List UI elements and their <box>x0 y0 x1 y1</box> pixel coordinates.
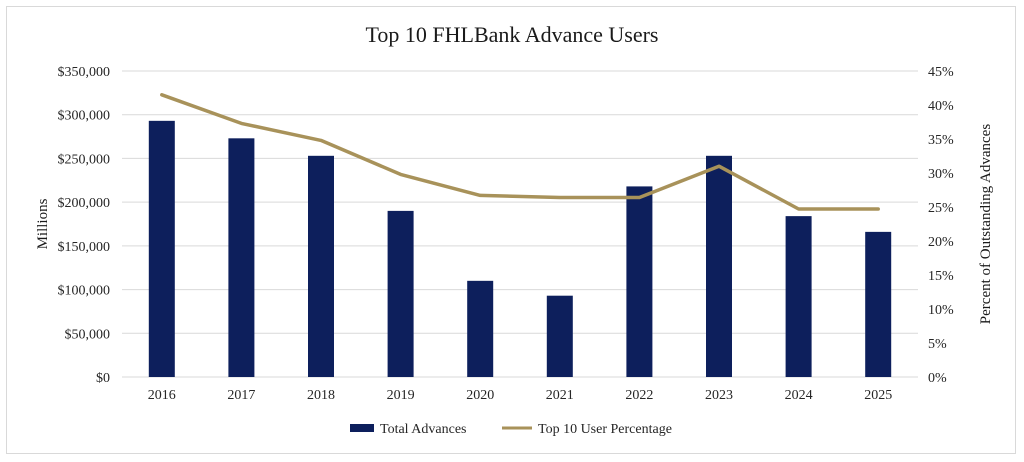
y-tick-label: $350,000 <box>58 65 111 80</box>
y2-tick-label: 45% <box>928 65 954 80</box>
y-tick-label: $50,000 <box>65 327 111 342</box>
legend: Total Advances Top 10 User Percentage <box>350 422 672 437</box>
y2-tick-label: 15% <box>928 269 954 284</box>
y-tick-label: $150,000 <box>58 240 111 255</box>
bar-series <box>148 120 892 377</box>
legend-swatch-total-advances <box>350 424 374 432</box>
x-tick-label: 2022 <box>625 388 653 403</box>
line-path <box>160 93 880 211</box>
x-tick-label: 2016 <box>148 388 176 403</box>
y2-tick-label: 30% <box>928 167 954 182</box>
x-axis-ticks: 2016 2017 2018 2019 2020 2021 2022 2023 2024 2025 <box>148 388 892 403</box>
chart-title: Top 10 FHLBank Advance Users <box>366 22 659 47</box>
y-tick-label: $200,000 <box>58 196 111 211</box>
y-tick-label: $300,000 <box>58 109 111 124</box>
bar <box>308 155 334 377</box>
bar <box>706 155 732 377</box>
bar <box>228 138 255 377</box>
x-tick-label: 2017 <box>227 388 255 403</box>
y2-tick-label: 40% <box>928 99 954 114</box>
y2-tick-label: 5% <box>928 337 947 352</box>
right-axis-ticks: 0% 5% 10% 15% 20% 25% 30% 35% 40% 45% <box>928 65 954 386</box>
x-tick-label: 2020 <box>466 388 494 403</box>
bar <box>148 120 175 377</box>
y2-tick-label: 10% <box>928 303 954 318</box>
legend-label-top10-percentage: Top 10 User Percentage <box>538 422 672 437</box>
x-tick-label: 2024 <box>785 388 813 403</box>
x-tick-label: 2025 <box>864 388 892 403</box>
bar <box>387 210 414 377</box>
y-tick-label: $0 <box>96 371 110 386</box>
y-axis-label: Millions <box>35 198 51 249</box>
y2-tick-label: 25% <box>928 201 954 216</box>
y2-tick-label: 20% <box>928 235 954 250</box>
gridlines <box>122 70 918 378</box>
x-tick-label: 2023 <box>705 388 733 403</box>
x-tick-label: 2021 <box>546 388 574 403</box>
x-tick-label: 2019 <box>387 388 415 403</box>
bar <box>865 231 892 377</box>
y-tick-label: $250,000 <box>58 152 111 167</box>
bar <box>626 186 653 377</box>
bar <box>467 280 494 377</box>
left-axis-ticks: $0 $50,000 $100,000 $150,000 $200,000 $250,00… <box>58 65 111 386</box>
line-series <box>160 93 880 211</box>
bar <box>546 295 573 377</box>
y-tick-label: $100,000 <box>58 284 111 299</box>
x-tick-label: 2018 <box>307 388 335 403</box>
y2-tick-label: 35% <box>928 133 954 148</box>
y2-axis-label: Percent of Outstanding Advances <box>978 124 994 325</box>
bar <box>785 216 812 377</box>
legend-label-total-advances: Total Advances <box>380 422 467 437</box>
y2-tick-label: 0% <box>928 371 947 386</box>
